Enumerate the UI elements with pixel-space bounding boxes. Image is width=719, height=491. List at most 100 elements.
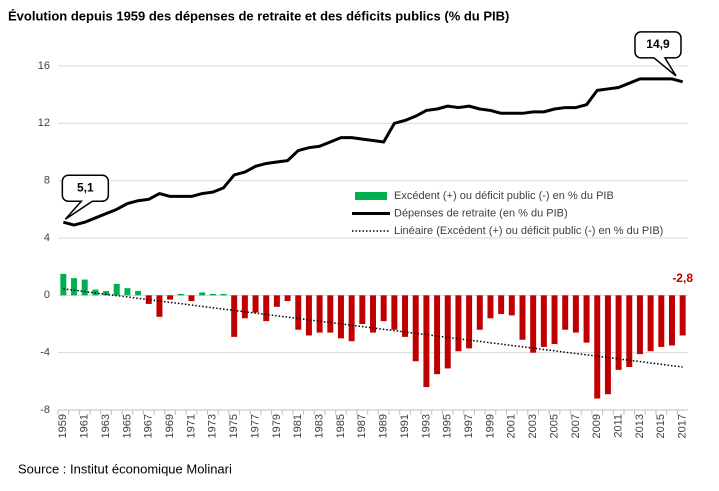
bar — [423, 295, 430, 388]
bar — [263, 295, 270, 322]
x-tick-label: 1975 — [228, 414, 240, 438]
bar — [199, 292, 206, 296]
bar — [359, 295, 366, 324]
bar — [167, 295, 174, 300]
bar — [498, 295, 505, 314]
line — [63, 288, 683, 368]
x-tick-label: 2003 — [527, 414, 539, 438]
bar — [412, 295, 419, 362]
y-tick-label: -4 — [40, 347, 50, 359]
bar — [348, 295, 355, 342]
x-tick-label: 1963 — [100, 414, 112, 438]
x-tick-label: 1967 — [143, 414, 155, 438]
x-tick-label: 2001 — [506, 414, 518, 438]
bar — [113, 283, 120, 296]
legend-label: Excédent (+) ou déficit public (-) en % … — [394, 190, 614, 202]
bar — [145, 295, 152, 304]
bar — [594, 295, 601, 399]
x-tick-label: 1969 — [164, 414, 176, 438]
chart-title: Évolution depuis 1959 des dépenses de re… — [8, 8, 509, 23]
x-tick-label: 1989 — [378, 414, 390, 438]
bar — [103, 291, 110, 296]
bar — [284, 295, 291, 302]
y-tick-label: 8 — [44, 175, 50, 187]
legend-label: Linéaire (Excédent (+) ou déficit public… — [394, 225, 663, 237]
bar — [177, 293, 184, 296]
legend-label: Dépenses de retraite (en % du PIB) — [394, 207, 568, 219]
y-tick-label: -8 — [40, 404, 50, 416]
x-tick-label: 1965 — [121, 414, 133, 438]
bar — [124, 288, 131, 296]
bar — [273, 295, 280, 307]
bar — [455, 295, 462, 352]
bar — [476, 295, 483, 330]
x-tick-label: 2011 — [612, 414, 624, 438]
bar — [370, 295, 376, 333]
bar — [305, 295, 312, 336]
x-tick-label: 1971 — [185, 414, 197, 438]
x-tick-label: 1959 — [57, 414, 69, 438]
bar — [135, 291, 142, 296]
x-tick-label: 2015 — [655, 414, 667, 438]
y-tick-label: 12 — [38, 117, 50, 129]
x-tick-label: 1961 — [79, 414, 91, 438]
line — [62, 77, 684, 227]
bar — [241, 295, 248, 319]
bar — [562, 295, 569, 330]
bar — [658, 295, 665, 347]
bar — [679, 295, 686, 336]
x-tick-label: 1973 — [207, 414, 219, 438]
source: Source : Institut économique Molinari — [18, 461, 232, 476]
bar — [60, 273, 67, 296]
bar — [615, 295, 622, 370]
bar — [530, 295, 537, 353]
x-tick-label: 1977 — [249, 414, 261, 438]
bar — [583, 295, 590, 343]
bar — [337, 295, 344, 339]
x-tick-label: 2017 — [677, 414, 689, 438]
callout — [634, 31, 682, 77]
bar — [295, 295, 302, 330]
bar — [71, 278, 78, 296]
y-tick-label: 4 — [44, 232, 50, 244]
bar — [551, 295, 558, 345]
bar — [626, 295, 633, 367]
x-tick-label: 1987 — [356, 414, 368, 438]
x-tick-label: 1993 — [420, 414, 432, 438]
bar — [647, 295, 654, 352]
bar — [327, 295, 334, 333]
bar — [380, 295, 387, 322]
y-tick-label: 0 — [44, 289, 50, 301]
x-tick-label: 1979 — [271, 414, 283, 438]
y-tick-label: 16 — [38, 60, 50, 72]
bar — [466, 295, 473, 349]
x-tick-label: 2013 — [634, 414, 646, 438]
bar — [156, 295, 163, 317]
bar — [391, 295, 398, 330]
x-tick-label: 1997 — [463, 414, 475, 438]
bar — [604, 295, 611, 395]
x-tick-label: 1999 — [484, 414, 496, 438]
bar — [572, 295, 579, 333]
data-label: -2,8 — [672, 271, 693, 285]
bar — [508, 295, 515, 316]
x-tick-label: 1983 — [314, 414, 326, 438]
bar — [540, 295, 547, 347]
bar — [402, 295, 409, 337]
bar — [231, 295, 238, 337]
bar — [188, 295, 195, 302]
bar — [252, 295, 259, 313]
bar — [444, 295, 451, 369]
data-label: 14,9 — [646, 37, 670, 51]
x-tick-label: 2009 — [591, 414, 603, 438]
callout — [61, 174, 110, 220]
bar — [220, 293, 227, 296]
x-tick-label: 2005 — [548, 414, 560, 438]
bar — [316, 295, 323, 333]
bar — [636, 295, 643, 355]
bar — [209, 293, 216, 296]
x-tick-label: 1985 — [335, 414, 347, 438]
data-label: 5,1 — [77, 180, 94, 194]
